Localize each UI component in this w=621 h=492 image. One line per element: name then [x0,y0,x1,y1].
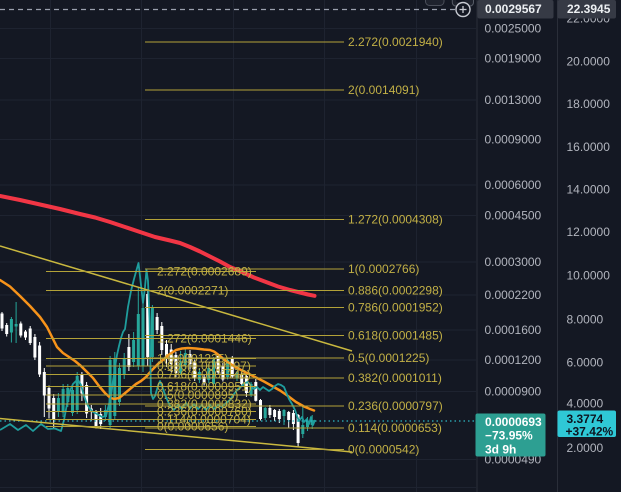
svg-text:1.272(0.0001446): 1.272(0.0001446) [157,332,252,346]
svg-text:20.0000: 20.0000 [567,54,611,68]
svg-text:4.0000: 4.0000 [567,396,604,410]
svg-text:1(0.0002766): 1(0.0002766) [348,262,419,276]
svg-text:0.0001200: 0.0001200 [485,353,542,367]
svg-text:3d 9h: 3d 9h [485,442,516,456]
svg-text:0.382(0.0001011): 0.382(0.0001011) [348,371,442,385]
svg-text:0.0002200: 0.0002200 [485,288,542,302]
svg-text:0.0000900: 0.0000900 [485,384,542,398]
svg-text:3.3774: 3.3774 [567,412,604,426]
svg-text:16.0000: 16.0000 [567,140,611,154]
svg-text:22.3945: 22.3945 [567,2,611,16]
svg-text:6.0000: 6.0000 [567,355,604,369]
svg-text:0.5(0.0001225): 0.5(0.0001225) [348,351,429,365]
svg-text:0.0013000: 0.0013000 [485,93,542,107]
svg-text:18.0000: 18.0000 [567,97,611,111]
svg-text:14.0000: 14.0000 [567,182,611,196]
svg-text:0.786(0.0001952): 0.786(0.0001952) [348,301,443,315]
svg-text:1.272(0.0004308): 1.272(0.0004308) [348,213,443,227]
svg-text:0.0029567: 0.0029567 [485,2,542,16]
svg-text:0.886(0.0002298): 0.886(0.0002298) [348,284,443,298]
svg-text:0.0019000: 0.0019000 [485,51,542,65]
svg-text:0(0.0000656): 0(0.0000656) [157,420,228,434]
svg-text:0.0025000: 0.0025000 [485,21,542,35]
svg-text:0.0001600: 0.0001600 [485,323,542,337]
svg-text:0.0003000: 0.0003000 [485,255,542,269]
svg-text:0.618(0.0000951): 0.618(0.0000951) [157,380,252,394]
svg-text:0.0000693: 0.0000693 [485,415,542,429]
svg-text:2.272(0.0002689): 2.272(0.0002689) [157,265,252,279]
svg-text:12.0000: 12.0000 [567,225,611,239]
svg-text:0.5(0.0000895): 0.5(0.0000895) [157,388,238,402]
svg-text:2.0000: 2.0000 [567,441,604,455]
svg-text:0.382(0.0000832): 0.382(0.0000832) [157,397,252,411]
svg-text:0.886(0.0001197): 0.886(0.0001197) [157,359,251,373]
svg-text:2(0.0014091): 2(0.0014091) [348,83,419,97]
svg-text:1(0.0001225): 1(0.0001225) [157,352,228,366]
svg-text:2(0.0002271): 2(0.0002271) [157,284,228,298]
svg-text:0.0004500: 0.0004500 [485,208,542,222]
svg-text:0.0009000: 0.0009000 [485,132,542,146]
svg-text:2.272(0.0021940): 2.272(0.0021940) [348,35,443,49]
svg-text:+37.42%: +37.42% [566,424,614,438]
svg-text:0.236(0.0000760): 0.236(0.0000760) [157,405,252,419]
svg-text:0(0.0000542): 0(0.0000542) [348,443,419,457]
svg-text:8.0000: 8.0000 [567,312,604,326]
svg-text:0.0006000: 0.0006000 [485,178,542,192]
svg-text:0.236(0.0000797): 0.236(0.0000797) [348,399,443,413]
svg-text:10.0000: 10.0000 [567,268,611,282]
svg-text:−73.95%: −73.95% [485,429,533,443]
svg-text:0.114(0.0000653): 0.114(0.0000653) [348,421,442,435]
svg-text:0.114(0.0000704): 0.114(0.0000704) [157,413,251,427]
svg-text:0.618(0.0001485): 0.618(0.0001485) [348,329,443,343]
svg-text:0.786(0.0001146): 0.786(0.0001146) [157,368,251,382]
